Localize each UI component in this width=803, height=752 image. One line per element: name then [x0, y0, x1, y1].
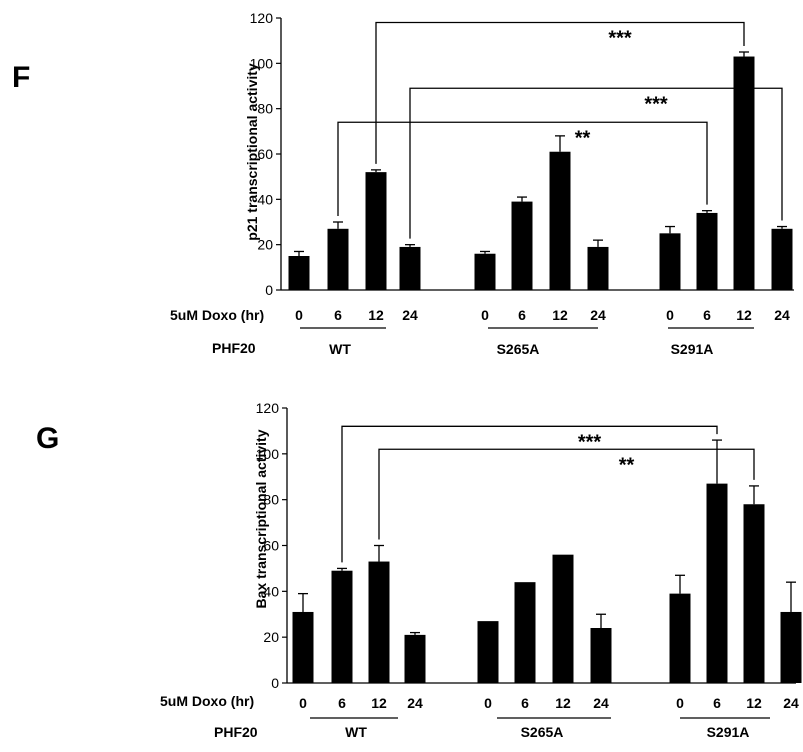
x-tick-label-f: 0	[295, 307, 303, 323]
y-tick-label-f: 120	[250, 10, 274, 26]
bar-f	[474, 253, 496, 290]
x-tick-label-f: 12	[552, 307, 568, 323]
panel-letter-g: G	[36, 422, 59, 455]
y-tick-label-f: 0	[265, 282, 273, 298]
x-tick-label-g: 24	[407, 695, 423, 711]
significance-bracket-g	[378, 448, 755, 540]
panel-letter-f: F	[12, 61, 30, 94]
x-tick-label-g: 6	[713, 695, 721, 711]
bar-g	[706, 483, 728, 683]
bar-g	[552, 554, 574, 683]
phf20-row-label-f: PHF20	[212, 340, 256, 356]
y-tick-label-g: 40	[263, 583, 279, 599]
bar-g	[590, 628, 612, 683]
x-tick-label-g: 0	[676, 695, 684, 711]
bar-f	[365, 172, 387, 290]
x-tick-label-f: 6	[334, 307, 342, 323]
bar-f	[288, 256, 310, 290]
bar-g	[368, 561, 390, 683]
doxo-row-label-f: 5uM Doxo (hr)	[170, 307, 264, 323]
x-tick-label-g: 0	[299, 695, 307, 711]
bar-f	[771, 228, 793, 290]
bar-g	[514, 582, 536, 683]
group-label-g: S291A	[707, 724, 750, 740]
significance-bracket-f	[337, 121, 708, 216]
y-tick-label-g: 20	[263, 629, 279, 645]
bar-f	[549, 151, 571, 290]
bar-f	[327, 228, 349, 290]
bar-chart-g: 0 20 40 60 80 100 120 0 6 12 24 WT 0 6 12 24 S265A 0 6 12 24…	[256, 400, 802, 740]
x-tick-label-g: 12	[746, 695, 762, 711]
bar-g	[292, 611, 314, 683]
significance-bracket-g	[341, 425, 718, 563]
y-axis-label-f: p21 transcriptional activity	[244, 63, 260, 241]
bar-g	[780, 611, 802, 683]
doxo-row-label-g: 5uM Doxo (hr)	[160, 693, 254, 709]
bar-chart-f: 0 20 40 60 80 100 120 0 6 12 24 WT 0 6 12 24 S265A 0 6 12 24…	[250, 10, 794, 357]
significance-bracket-f	[375, 21, 745, 164]
bar-g	[743, 504, 765, 683]
x-tick-label-g: 24	[783, 695, 799, 711]
x-tick-label-g: 24	[593, 695, 609, 711]
y-tick-label-f: 80	[257, 101, 273, 117]
bar-f	[511, 201, 533, 290]
y-tick-label-g: 120	[256, 400, 280, 416]
significance-label-f: ***	[644, 93, 668, 115]
x-tick-label-g: 12	[371, 695, 387, 711]
significance-label-g: **	[619, 454, 635, 476]
bar-g	[331, 570, 353, 683]
y-tick-label-f: 100	[250, 55, 274, 71]
group-label-g: S265A	[521, 724, 564, 740]
x-tick-label-f: 24	[590, 307, 606, 323]
x-tick-label-g: 12	[555, 695, 571, 711]
y-tick-label-f: 40	[257, 191, 273, 207]
bar-f	[696, 212, 718, 290]
x-tick-label-f: 12	[736, 307, 752, 323]
x-tick-label-g: 6	[521, 695, 529, 711]
significance-label-f: **	[575, 127, 591, 149]
x-tick-label-f: 0	[481, 307, 489, 323]
phf20-row-label-g: PHF20	[214, 724, 258, 740]
significance-label-f: ***	[608, 28, 632, 50]
y-tick-label-g: 80	[263, 492, 279, 508]
group-label-g: WT	[345, 724, 367, 740]
x-tick-label-f: 24	[774, 307, 790, 323]
bar-g	[669, 593, 691, 683]
y-tick-label-f: 60	[257, 146, 273, 162]
bar-f	[733, 56, 755, 291]
y-axis-label-g: Bax transcriptional activity	[253, 429, 269, 608]
significance-label-g: ***	[578, 431, 602, 453]
x-tick-label-f: 0	[666, 307, 674, 323]
y-tick-label-g: 60	[263, 538, 279, 554]
x-tick-label-f: 12	[368, 307, 384, 323]
significance-bracket-f	[409, 87, 783, 239]
bar-f	[659, 233, 681, 290]
y-tick-label-f: 20	[257, 237, 273, 253]
bar-f	[587, 246, 609, 290]
group-label-f: S291A	[671, 341, 714, 357]
x-tick-label-g: 6	[338, 695, 346, 711]
bar-g	[477, 621, 499, 683]
group-label-f: WT	[329, 341, 351, 357]
bar-g	[404, 634, 426, 683]
x-tick-label-f: 24	[402, 307, 418, 323]
y-tick-label-g: 0	[271, 675, 279, 691]
x-tick-label-f: 6	[703, 307, 711, 323]
bar-f	[399, 246, 421, 290]
group-label-f: S265A	[497, 341, 540, 357]
y-tick-label-g: 100	[256, 446, 280, 462]
x-tick-label-f: 6	[518, 307, 526, 323]
x-tick-label-g: 0	[484, 695, 492, 711]
